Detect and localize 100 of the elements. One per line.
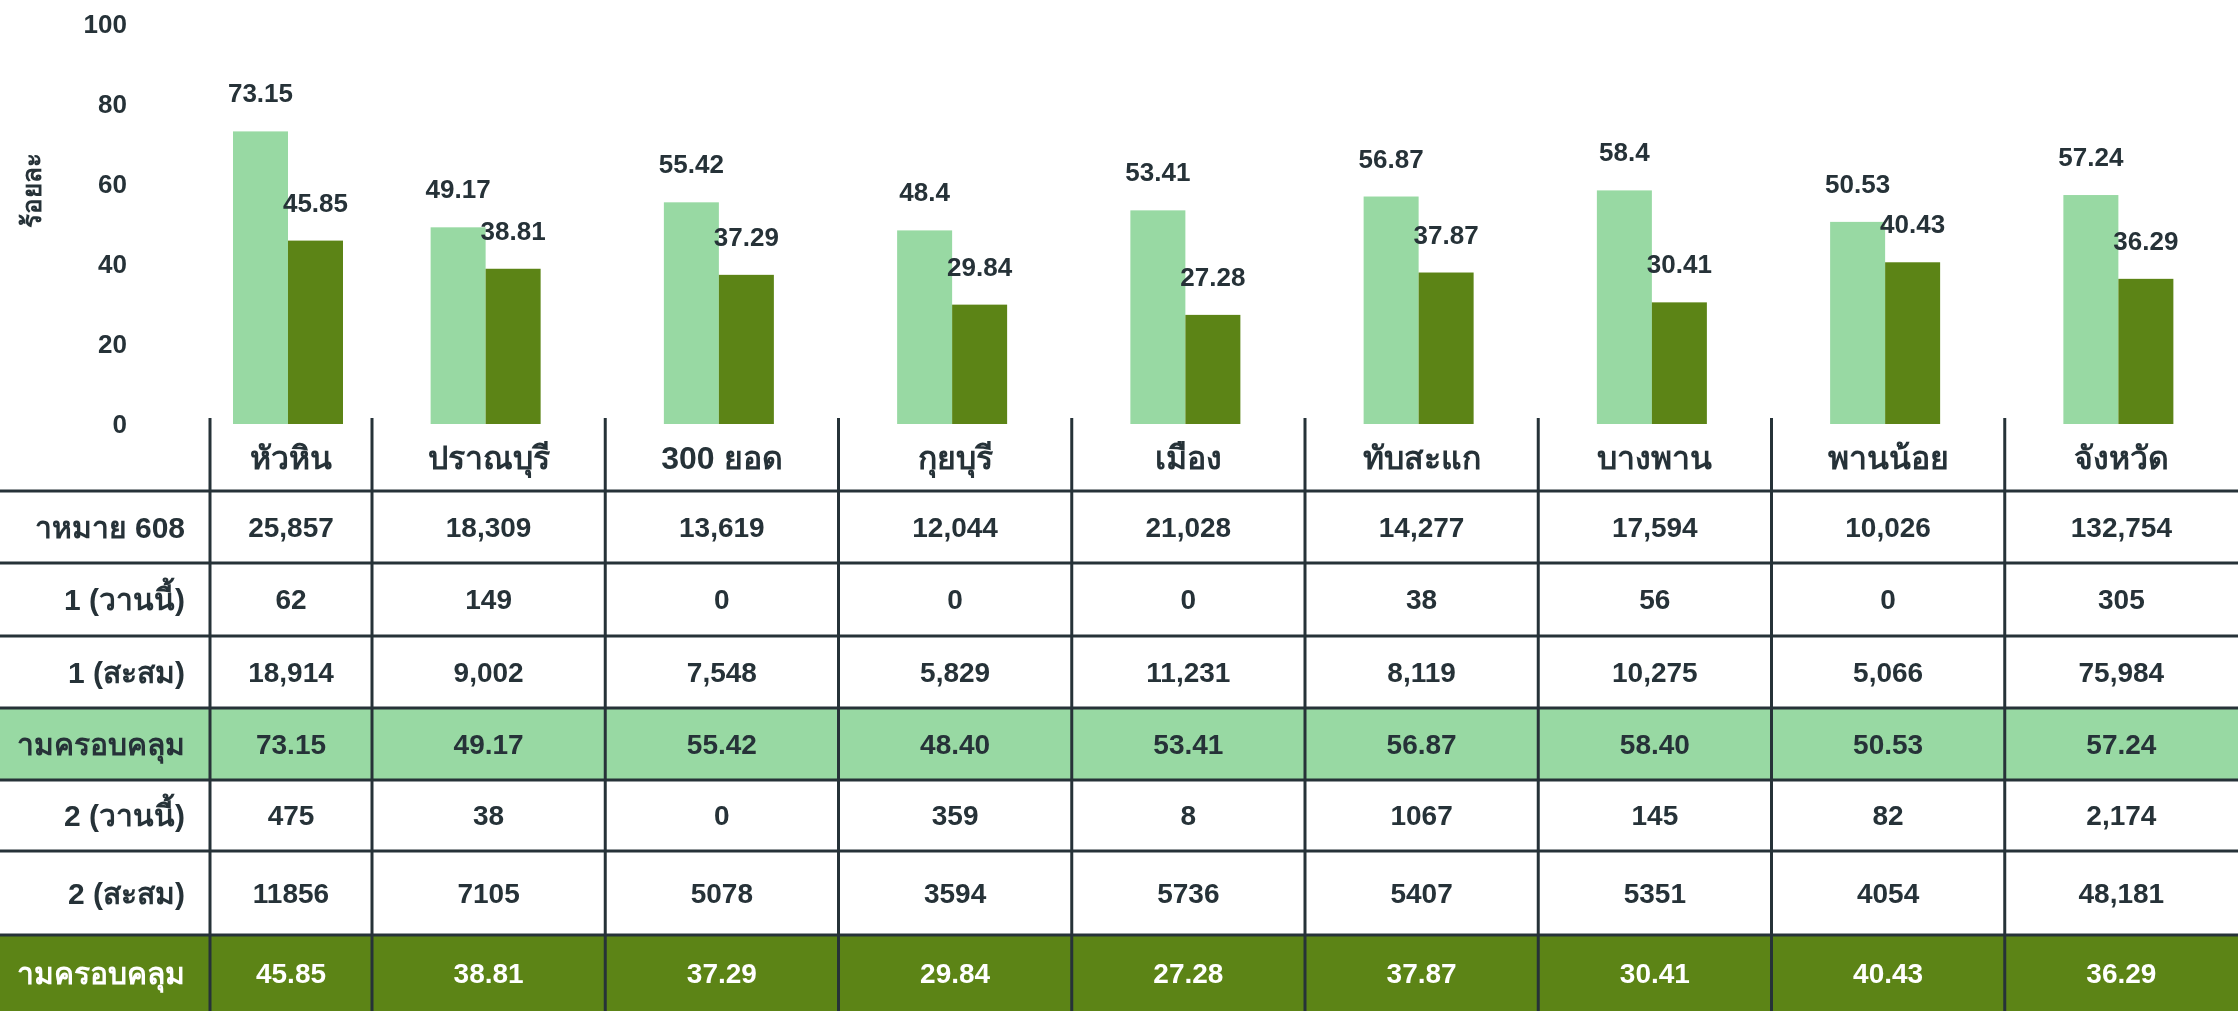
data-label: 40.43 xyxy=(1853,957,1924,989)
y-tick-label: 100 xyxy=(83,9,127,39)
text: 56 xyxy=(1639,584,1671,615)
text: 8,119 xyxy=(1387,656,1456,688)
text: 0 xyxy=(1180,584,1197,615)
text: 5407 xyxy=(1390,877,1453,909)
text: 12,044 xyxy=(912,511,998,543)
data-label: 29.84 xyxy=(920,957,991,989)
text: 5351 xyxy=(1623,877,1687,909)
text: 11856 xyxy=(252,877,330,909)
text: 132,754 xyxy=(2070,511,2172,543)
x-tick-label: จังหวัด xyxy=(2073,440,2169,476)
text: 5,066 xyxy=(1853,656,1924,688)
y-tick-label: 0 xyxy=(112,409,127,439)
y-tick-label: 80 xyxy=(98,89,127,119)
data-label: 27.28 xyxy=(1153,957,1224,989)
bar xyxy=(1885,262,1941,424)
text: 48,181 xyxy=(2078,877,2165,909)
data-label: 48.4 xyxy=(899,177,951,208)
text: 305 xyxy=(2098,584,2145,615)
y-tick-label: 40 xyxy=(98,249,127,279)
annotation: 27.28 xyxy=(1180,261,1246,292)
data-label: 30.41 xyxy=(1619,957,1690,989)
data-label: 45.85 xyxy=(255,957,327,989)
text: 2 (สะสม) xyxy=(68,876,185,910)
text: 53.41 xyxy=(1153,728,1224,760)
annotation: 38.81 xyxy=(480,215,546,246)
text: 56.87 xyxy=(1386,728,1457,760)
bar xyxy=(1651,302,1707,424)
text: 10,275 xyxy=(1612,656,1698,688)
text: 475 xyxy=(267,800,315,831)
data-label: 37.87 xyxy=(1386,957,1457,989)
data-label: 36.29 xyxy=(2086,957,2157,989)
text: 7,548 xyxy=(686,656,757,688)
text: 5078 xyxy=(690,877,754,909)
bar xyxy=(718,274,774,424)
annotation: 37.29 xyxy=(713,221,779,252)
x-tick-label: ปราณบุรี xyxy=(427,440,550,479)
text: 5736 xyxy=(1157,877,1220,909)
text: 48.40 xyxy=(920,728,991,760)
text: 4054 xyxy=(1856,877,1920,909)
data-label: 73.15 xyxy=(227,78,294,109)
data-label: 49.17 xyxy=(425,174,491,205)
bar xyxy=(1185,314,1241,424)
data-label: 38.81 xyxy=(453,957,524,989)
text: 0 xyxy=(714,800,730,831)
text: 7105 xyxy=(457,877,520,909)
data-label: 56.87 xyxy=(1358,143,1424,174)
annotation: 37.87 xyxy=(1413,219,1479,250)
text: 149 xyxy=(465,584,512,615)
text: 3594 xyxy=(923,877,987,909)
text: าหมาย 608 xyxy=(34,510,185,544)
x-tick-label: กุยบุรี xyxy=(917,440,993,479)
text: 50.53 xyxy=(1853,728,1924,760)
annotation: 45.85 xyxy=(282,187,349,218)
text: 14,277 xyxy=(1378,511,1465,543)
bar xyxy=(2118,278,2174,424)
data-label: 50.53 xyxy=(1825,168,1891,199)
text: 18,914 xyxy=(248,656,334,688)
text: 13,619 xyxy=(679,511,765,543)
x-tick-label: บางพาน xyxy=(1597,440,1713,476)
text: 2,174 xyxy=(2086,800,2157,831)
data-label: 57.24 xyxy=(2058,142,2124,173)
text: 75,984 xyxy=(2078,656,2165,688)
text: 73.15 xyxy=(255,728,327,760)
text: 359 xyxy=(931,800,979,831)
text: 21,028 xyxy=(1145,511,1232,543)
y-axis-title: ร้อยละ xyxy=(17,152,47,228)
text: 55.42 xyxy=(686,728,757,760)
data-label: 58.4 xyxy=(1599,137,1651,168)
x-tick-label: เมือง xyxy=(1154,440,1222,476)
text: 17,594 xyxy=(1612,511,1698,543)
x-tick-label: หัวหิน xyxy=(250,440,332,476)
bar xyxy=(1418,272,1474,424)
text: 18,309 xyxy=(445,511,532,543)
text: 10,026 xyxy=(1845,511,1931,543)
x-tick-label: 300 ยอด xyxy=(661,440,783,476)
text: 0 xyxy=(1880,584,1896,615)
text: 82 xyxy=(1872,800,1904,831)
text: 49.17 xyxy=(453,728,524,760)
text: 145 xyxy=(1631,800,1679,831)
data-label: 53.41 xyxy=(1125,157,1191,188)
annotation: 36.29 xyxy=(2113,225,2179,256)
text: 0 xyxy=(947,584,963,615)
text: 38 xyxy=(473,800,505,831)
annotation: 30.41 xyxy=(1646,249,1712,280)
y-tick-label: 60 xyxy=(98,169,127,199)
text: 57.24 xyxy=(2086,728,2157,760)
text: 1 (สะสม) xyxy=(68,655,185,689)
x-tick-label: พานน้อย xyxy=(1827,440,1949,476)
text: 8 xyxy=(1180,800,1197,831)
data-label: 37.29 xyxy=(686,957,757,989)
text: 38 xyxy=(1406,584,1438,615)
x-tick-label: ทับสะแก xyxy=(1362,440,1481,476)
text: 11,231 xyxy=(1146,656,1231,688)
text: 0 xyxy=(714,584,730,615)
text: 5,829 xyxy=(920,656,991,688)
text: 25,857 xyxy=(248,511,334,543)
annotation: 29.84 xyxy=(947,251,1013,282)
data-label: 55.42 xyxy=(658,149,724,180)
